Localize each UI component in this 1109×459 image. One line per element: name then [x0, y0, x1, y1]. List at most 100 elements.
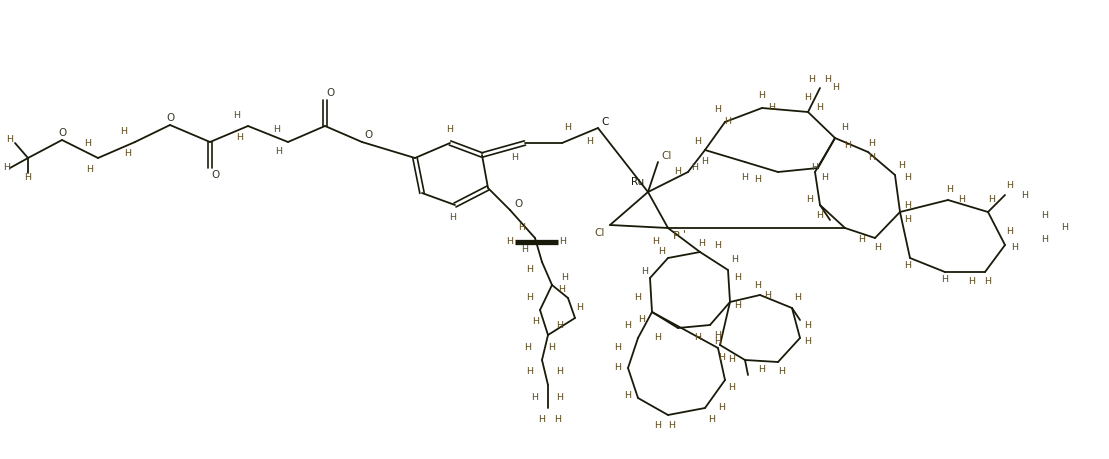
Text: H: H: [714, 106, 722, 114]
Text: H: H: [674, 168, 682, 177]
Text: O: O: [211, 170, 220, 180]
Text: H: H: [121, 128, 128, 136]
Text: H: H: [652, 237, 660, 246]
Text: H: H: [868, 153, 875, 162]
Text: H: H: [858, 235, 865, 245]
Text: H: H: [577, 303, 583, 313]
Text: H: H: [806, 196, 814, 205]
Text: H: H: [844, 140, 852, 150]
Text: H: H: [729, 356, 735, 364]
Text: H: H: [734, 301, 742, 309]
Text: H: H: [525, 342, 531, 352]
Text: H: H: [124, 149, 132, 157]
Text: H: H: [519, 224, 526, 233]
Text: H: H: [968, 278, 976, 286]
Text: H: H: [816, 211, 824, 219]
Text: H: H: [779, 368, 785, 376]
Text: H: H: [764, 291, 772, 300]
Text: H: H: [447, 125, 454, 134]
Text: H: H: [639, 315, 645, 325]
Text: H: H: [985, 278, 991, 286]
Text: H: H: [624, 320, 631, 330]
Text: O: O: [58, 128, 67, 138]
Text: H: H: [511, 152, 519, 162]
Text: H: H: [804, 94, 812, 102]
Text: Ru: Ru: [631, 177, 644, 187]
Text: H: H: [654, 420, 661, 430]
Text: H: H: [1041, 235, 1048, 245]
Text: H: H: [614, 364, 621, 373]
Text: H: H: [3, 163, 10, 173]
Text: H: H: [988, 196, 996, 205]
Text: H: H: [868, 139, 875, 147]
Text: H: H: [669, 420, 675, 430]
Text: H: H: [275, 147, 283, 157]
Text: H: H: [808, 75, 815, 84]
Text: H: H: [804, 337, 812, 347]
Text: H: H: [732, 256, 739, 264]
Text: H: H: [714, 241, 722, 250]
Text: H: H: [794, 293, 802, 302]
Text: H: H: [527, 368, 533, 376]
Text: H: H: [824, 75, 832, 84]
Text: H: H: [946, 185, 954, 195]
Text: H: H: [942, 275, 948, 285]
Text: O: O: [166, 113, 174, 123]
Text: H: H: [557, 393, 563, 403]
Text: C: C: [601, 117, 609, 127]
Text: H: H: [714, 337, 722, 347]
Text: H: H: [822, 174, 828, 183]
Text: H: H: [742, 174, 749, 183]
Text: H: H: [560, 237, 567, 246]
Text: H: H: [692, 163, 699, 173]
Text: H: H: [769, 103, 775, 112]
Text: H: H: [905, 201, 912, 209]
Text: H: H: [694, 334, 702, 342]
Text: H: H: [734, 274, 742, 282]
Text: H: H: [531, 392, 539, 402]
Text: H: H: [842, 123, 848, 133]
Text: H: H: [833, 84, 840, 93]
Text: H: H: [875, 244, 882, 252]
Text: H: H: [1011, 244, 1018, 252]
Text: H: H: [719, 403, 725, 413]
Text: H: H: [527, 265, 533, 274]
Text: H: H: [699, 239, 705, 247]
Text: H: H: [905, 261, 912, 269]
Text: H: H: [804, 320, 812, 330]
Text: H: H: [905, 215, 912, 224]
Text: H: H: [958, 196, 966, 205]
Text: H: H: [641, 268, 649, 276]
Text: H: H: [564, 123, 571, 133]
Text: Cl: Cl: [594, 228, 606, 238]
Text: H: H: [532, 318, 539, 326]
Text: H: H: [659, 247, 665, 257]
Text: H: H: [561, 273, 569, 281]
Text: H: H: [559, 285, 566, 295]
Text: H: H: [812, 163, 818, 173]
Text: P: P: [673, 231, 680, 241]
Text: H: H: [539, 415, 546, 425]
Text: H: H: [554, 415, 561, 425]
Text: H: H: [549, 343, 556, 353]
Text: H: H: [729, 384, 735, 392]
Text: H: H: [449, 213, 457, 223]
Text: H: H: [709, 415, 715, 425]
Text: H: H: [1041, 211, 1048, 219]
Text: H: H: [234, 111, 241, 119]
Text: H: H: [905, 174, 912, 183]
Text: H: H: [7, 135, 13, 145]
Text: H: H: [614, 343, 621, 353]
Text: H: H: [754, 175, 762, 185]
Text: H: H: [521, 246, 529, 254]
Text: H: H: [557, 368, 563, 376]
Text: H: H: [634, 293, 641, 302]
Text: O: O: [364, 130, 373, 140]
Text: H: H: [274, 125, 281, 134]
Text: H: H: [557, 320, 563, 330]
Text: H: H: [724, 118, 732, 127]
Text: Cl: Cl: [662, 151, 672, 161]
Text: H: H: [816, 103, 824, 112]
Text: H: H: [654, 334, 661, 342]
Text: H: H: [702, 157, 709, 167]
